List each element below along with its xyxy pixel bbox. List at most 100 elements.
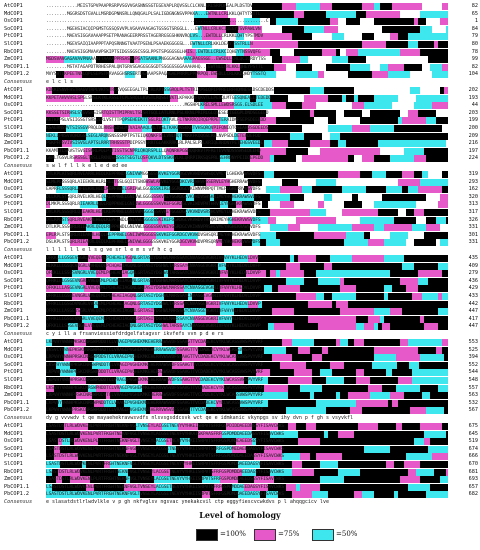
conservation-shade — [158, 216, 162, 224]
conservation-shade — [404, 48, 420, 56]
conservation-shade — [152, 155, 174, 163]
sequence-name: ZmCOP1 — [4, 476, 23, 483]
conservation-shade — [92, 323, 108, 331]
conservation-shade — [348, 87, 354, 94]
sequence-track: QFKKLLLSSGEVNGRLVVEQEMLPCHEAEIAGQNLGRTAS… — [46, 323, 448, 331]
conservation-shade — [96, 468, 108, 476]
conservation-shade — [178, 476, 190, 484]
conservation-shade — [142, 155, 148, 163]
conservation-shade — [268, 483, 278, 491]
sequence-row: OsCOP1 EAPRFLSSSQRLAFEEKRLHEQLKEPFRWELGRI… — [0, 185, 480, 194]
conservation-shade — [326, 315, 342, 323]
sequence-track: LKPVHYVWNHPRSKCNRGWPDDDTCLVRAGIPVGHEKMKE… — [46, 407, 448, 415]
sequence-name: RbCOP1 — [4, 48, 23, 55]
sequence-row: SoCOP1 ........MGEHSIACQIPGMSTGSSQSVVPLVG… — [0, 25, 480, 34]
sequence-row: SoCOP1 LSASTDSTLRLWDVKENLPVRTFRGHTNEKNFVG… — [0, 445, 480, 454]
conservation-shade — [232, 216, 252, 224]
sequence-row: SlCOP1 QFRKLLLGSGEVNGRLVVEQEMLPCHEAEIAGQN… — [0, 292, 480, 301]
conservation-shade — [198, 109, 218, 117]
conservation-shade — [230, 262, 254, 270]
conservation-shade — [266, 186, 280, 194]
conservation-shade — [342, 94, 346, 102]
conservation-shade — [222, 445, 232, 453]
conservation-shade — [198, 346, 212, 354]
sequence-name: SoCOP1 — [4, 193, 23, 200]
conservation-shade — [136, 445, 148, 453]
conservation-shade — [66, 300, 70, 308]
conservation-shade — [420, 140, 434, 148]
sequence-name: RbCOP1 — [4, 384, 23, 391]
conservation-shade — [276, 117, 292, 125]
conservation-shade — [226, 186, 238, 194]
consensus-sequence: s w l f l l k e l e d ed ee — [46, 163, 128, 169]
conservation-shade — [52, 468, 58, 476]
conservation-shade — [186, 270, 208, 278]
conservation-shade — [64, 56, 80, 64]
sequence-name: AtCOP1 — [4, 3, 23, 9]
conservation-shade — [426, 300, 440, 308]
sequence-row: RbCOP1 NEKLLPKSVVQHDGSLSEGLARQNSNSSSMPTPS… — [0, 132, 480, 141]
conservation-shade — [198, 209, 210, 216]
sequence-name: SoCOP1 — [4, 361, 23, 368]
conservation-shade — [346, 48, 358, 56]
conservation-shade — [438, 384, 448, 392]
conservation-shade — [364, 445, 384, 453]
conservation-shade — [296, 71, 318, 79]
conservation-shade — [124, 483, 142, 491]
conservation-shade — [394, 438, 414, 446]
conservation-shade — [298, 445, 322, 453]
conservation-shade — [356, 377, 370, 384]
conservation-shade — [134, 56, 140, 64]
conservation-shade — [366, 300, 382, 308]
conservation-shade — [378, 323, 382, 331]
conservation-shade — [298, 18, 310, 26]
conservation-shade — [442, 270, 448, 278]
conservation-shade — [246, 445, 256, 453]
conservation-shade — [304, 277, 318, 285]
conservation-shade — [332, 300, 336, 308]
conservation-shade — [316, 423, 326, 430]
conservation-shade — [88, 354, 94, 362]
conservation-shade — [370, 392, 390, 400]
conservation-shade — [388, 430, 402, 438]
conservation-shade — [198, 423, 212, 430]
sequence-track: ........MGEHSIACQIPGMSTGSSQSVVPLVGAAVAAG… — [46, 25, 448, 33]
conservation-shade — [378, 262, 402, 270]
conservation-shade — [270, 369, 294, 377]
sequence-name: OsCOP1 — [4, 18, 23, 25]
sequence-name: ZmCOP1 — [4, 308, 23, 315]
sequence-residues: KDKKISNVFHSTRAGVTRPLVKTSTRREVQGEEGALTPLC… — [46, 88, 274, 93]
conservation-shade — [70, 491, 92, 499]
conservation-shade — [414, 147, 418, 155]
conservation-shade — [170, 87, 194, 94]
conservation-shade — [304, 10, 314, 18]
conservation-shade — [358, 94, 374, 102]
conservation-shade — [102, 209, 122, 216]
sequence-row: PbCOP1.1 LKPVHYVWNHPKSKCNRGWPNDDTCLVRAGIP… — [0, 399, 480, 408]
conservation-shade — [228, 270, 246, 278]
conservation-shade — [316, 453, 336, 461]
conservation-shade — [70, 476, 90, 484]
conservation-shade — [314, 285, 318, 293]
conservation-shade — [300, 239, 322, 247]
conservation-shade — [296, 423, 306, 430]
conservation-shade — [154, 476, 178, 484]
conservation-shade — [432, 445, 436, 453]
sequence-track: ........................................… — [46, 102, 448, 110]
conservation-shade — [210, 209, 232, 216]
conservation-shade — [232, 453, 254, 461]
conservation-shade — [286, 209, 310, 216]
conservation-shade — [418, 41, 434, 48]
conservation-shade — [218, 315, 232, 323]
conservation-shade — [76, 392, 92, 400]
conservation-shade — [266, 239, 280, 247]
conservation-shade — [94, 140, 110, 148]
sequence-row: ZmCOP1 LSASTDSTLRLWDVKENLPLRTFRGHTNEKNFVG… — [0, 475, 480, 484]
conservation-shade — [196, 155, 214, 163]
conservation-shade — [54, 384, 64, 392]
conservation-shade — [286, 407, 302, 415]
conservation-shade — [254, 193, 270, 201]
conservation-shade — [122, 262, 144, 270]
sequence-residues: PGKPFPSVIVSISVGLAPTSLRRRTRHSSSTPDIPSSYER… — [46, 141, 264, 147]
conservation-shade — [126, 476, 130, 484]
